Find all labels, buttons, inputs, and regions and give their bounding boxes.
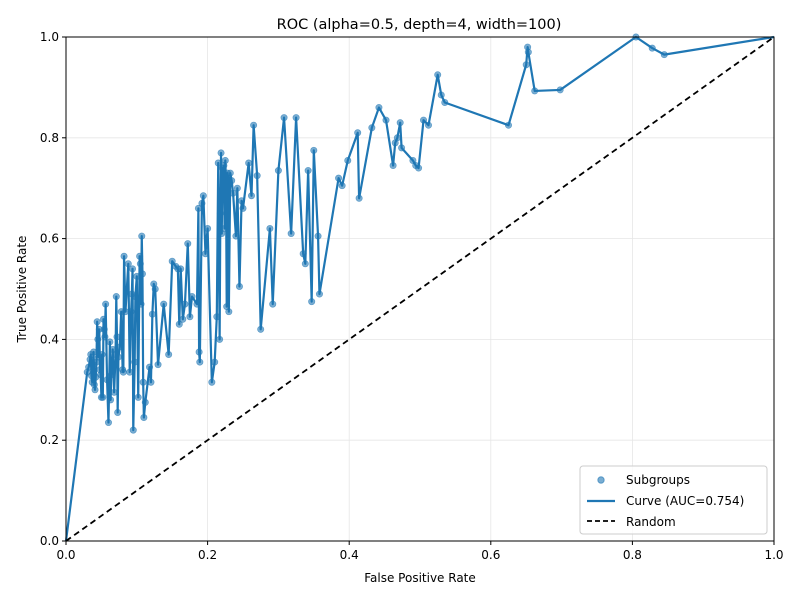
ticks: 0.0 0.2 0.4 0.6 0.8 1.0 0.0 0.2 0.4 0.6 0.8 1.0 (40, 30, 784, 562)
series-layer (64, 33, 775, 542)
y-tick-label: 0.4 (40, 332, 59, 346)
legend-label-curve: Curve (AUC=0.754) (626, 494, 744, 508)
y-tick-label: 0.8 (40, 131, 59, 145)
y-tick-label: 0.0 (40, 534, 59, 548)
subgroup-points (83, 33, 668, 434)
x-tick-label: 0.2 (198, 548, 217, 562)
legend: Subgroups Curve (AUC=0.754) Random (579, 465, 768, 535)
legend-marker-subgroups (597, 476, 605, 484)
y-tick-label: 0.2 (40, 433, 59, 447)
x-axis-label: False Positive Rate (364, 571, 476, 585)
y-tick-label: 0.6 (40, 232, 59, 246)
y-tick-label: 1.0 (40, 30, 59, 44)
y-axis-label: True Positive Rate (15, 236, 29, 344)
chart-title: ROC (alpha=0.5, depth=4, width=100) (277, 17, 562, 33)
legend-label-random: Random (626, 515, 676, 529)
x-tick-label: 0.0 (56, 548, 75, 562)
legend-box (579, 465, 768, 535)
x-tick-label: 0.6 (481, 548, 500, 562)
roc-curve-line (64, 35, 775, 542)
legend-label-subgroups: Subgroups (626, 473, 690, 487)
x-tick-label: 0.8 (623, 548, 642, 562)
x-tick-label: 1.0 (764, 548, 783, 562)
random-baseline (65, 36, 775, 542)
plot-frame (65, 36, 775, 542)
x-tick-label: 0.4 (340, 548, 359, 562)
